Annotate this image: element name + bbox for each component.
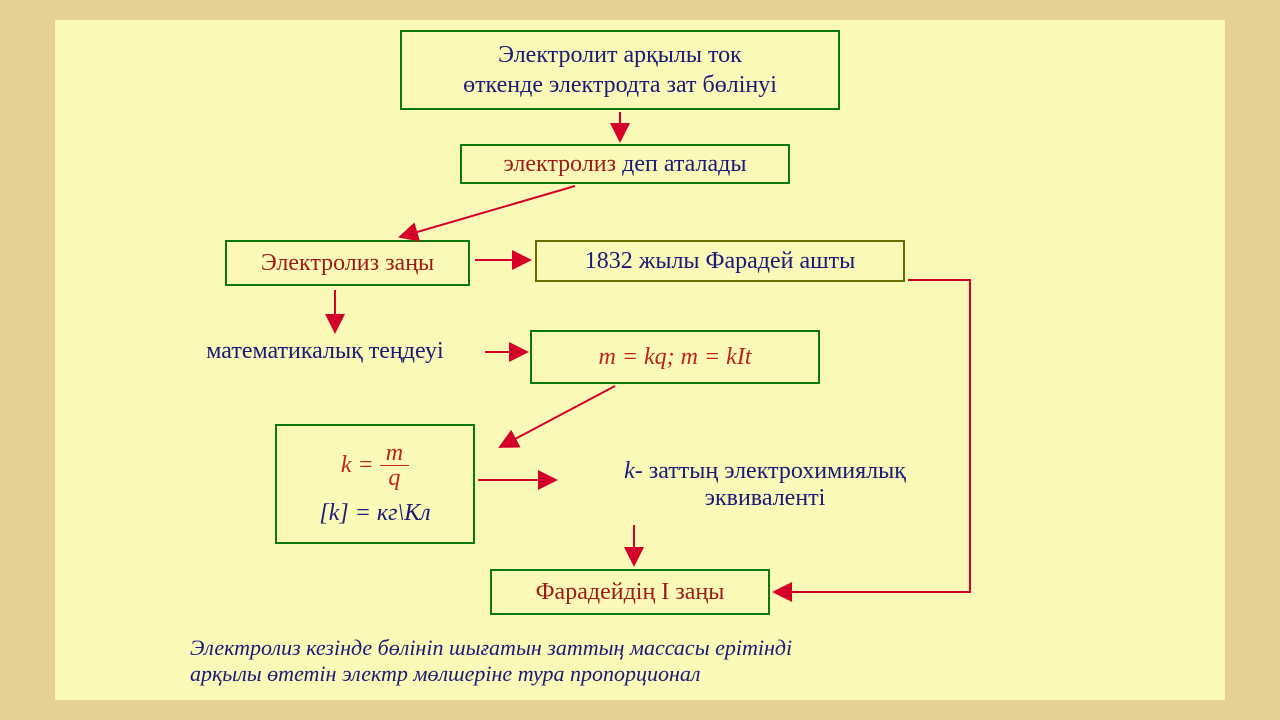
node-formula-k: k = m q [k] = кг\Кл [275, 424, 475, 544]
node-top-line1: Электролит арқылы ток [498, 40, 742, 70]
note-line2: арқылы өтетін электр мөлшеріне тура проп… [190, 661, 1090, 687]
k-desc-line2: эквиваленті [555, 485, 975, 512]
node-faraday-first-law: Фарадейдің I заңы [490, 569, 770, 615]
k-desc-k: k [624, 458, 635, 484]
label-k-description: k- заттың электрохимиялық эквиваленті [555, 458, 975, 512]
firstlaw-text: Фарадейдің I заңы [536, 577, 725, 607]
formula-k-eq-row: k = m q [341, 441, 409, 490]
frac-top: m [380, 441, 409, 466]
node-formula-mass: m = kq; m = kIt [530, 330, 820, 384]
outer-frame: Электролит арқылы ток өткенде электродта… [0, 0, 1280, 720]
word-called: деп аталады [616, 151, 746, 177]
k-desc-rest: - заттың электрохимиялық [635, 458, 906, 484]
frac-bot: q [382, 466, 406, 490]
fraction: m q [380, 441, 409, 490]
formula1-text: m = kq; m = kIt [598, 342, 751, 372]
node-faraday-year: 1832 жылы Фарадей ашты [535, 240, 905, 282]
node-top-definition: Электролит арқылы ток өткенде электродта… [400, 30, 840, 110]
word-electrolysis: электролиз [504, 151, 617, 177]
note-line1: Электролиз кезінде бөлініп шығатын затты… [190, 635, 1090, 661]
k-unit: [k] = кг\Кл [319, 498, 430, 528]
k-equals: k = [341, 450, 374, 480]
bottom-note: Электролиз кезінде бөлініп шығатын затты… [190, 635, 1090, 687]
node-law-text: Электролиз заңы [261, 248, 434, 278]
label-math-equation: математикалық теңдеуі [155, 338, 495, 365]
node-faraday-text: 1832 жылы Фарадей ашты [585, 246, 856, 276]
node-electrolysis-law: Электролиз заңы [225, 240, 470, 286]
node-electrolysis-name: электролиз деп аталады [460, 144, 790, 184]
k-desc-line1: k- заттың электрохимиялық [555, 458, 975, 485]
node-top-line2: өткенде электродта зат бөлінуі [463, 70, 777, 100]
node-second-text: электролиз деп аталады [504, 149, 747, 179]
label-math-text: математикалық теңдеуі [206, 338, 443, 364]
